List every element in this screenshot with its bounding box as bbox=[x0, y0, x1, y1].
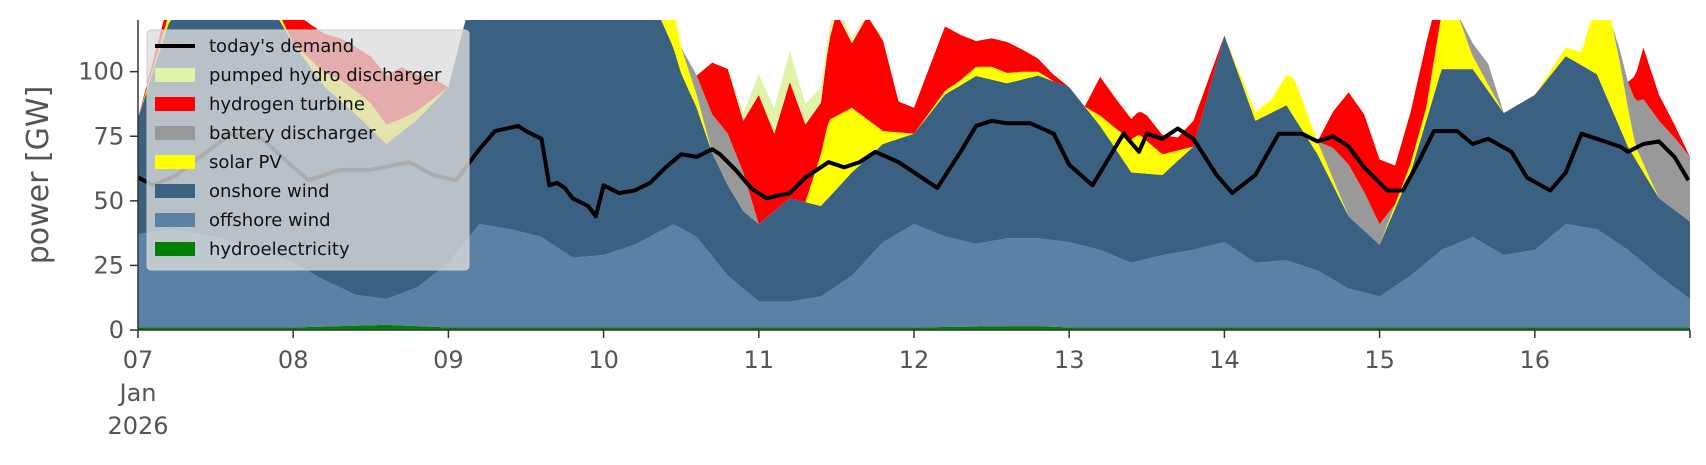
legend-swatch-hydrogen-turbine bbox=[155, 97, 195, 111]
legend-swatch-onshore-wind bbox=[155, 184, 195, 198]
legend-label-battery-discharger: battery discharger bbox=[209, 123, 376, 144]
y-tick-label: 75 bbox=[93, 122, 124, 150]
legend-label-today-s-demand: today's demand bbox=[209, 36, 354, 57]
legend-box bbox=[146, 29, 470, 271]
legend-swatch-offshore-wind bbox=[155, 213, 195, 227]
demand-line-layer bbox=[138, 118, 1690, 219]
stacked-areas bbox=[138, 20, 1690, 330]
legend-label-solar-pv: solar PV bbox=[209, 152, 282, 173]
x-tick-sublabel: Jan bbox=[118, 379, 157, 407]
x-tick-label: 07 bbox=[123, 346, 154, 374]
y-axis-label: power [GW] bbox=[21, 86, 56, 265]
x-tick-label: 13 bbox=[1054, 346, 1085, 374]
x-tick-label: 15 bbox=[1364, 346, 1395, 374]
y-tick-label: 100 bbox=[78, 58, 124, 86]
x-tick-label: 11 bbox=[744, 346, 775, 374]
legend-swatch-solar-pv bbox=[155, 155, 195, 169]
x-tick-label: 08 bbox=[278, 346, 309, 374]
x-tick-label: 10 bbox=[588, 346, 619, 374]
legend: today's demand pumped hydro discharger hyd… bbox=[146, 29, 470, 271]
axes: 0 25 50 75 100 07 Jan 2026 08 09 10 11 12 13 14 15 16 bbox=[78, 20, 1691, 440]
x-tick-label: 12 bbox=[899, 346, 930, 374]
legend-label-hydrogen-turbine: hydrogen turbine bbox=[209, 94, 365, 115]
legend-swatch-pumped-hydro-discharger bbox=[155, 68, 195, 82]
legend-label-pumped-hydro-discharger: pumped hydro discharger bbox=[209, 65, 442, 86]
y-tick-label: 25 bbox=[93, 251, 124, 279]
y-tick-label: 50 bbox=[93, 187, 124, 215]
area-onshore-wind bbox=[138, 20, 1690, 302]
x-tick-label: 16 bbox=[1520, 346, 1551, 374]
line-today-s-demand bbox=[138, 118, 1690, 219]
x-tick-label: 14 bbox=[1209, 346, 1240, 374]
y-tick-label: 0 bbox=[109, 316, 124, 344]
legend-swatch-hydroelectricity bbox=[155, 242, 195, 256]
area-offshore-wind bbox=[138, 224, 1690, 328]
x-tick-label: 09 bbox=[433, 346, 464, 374]
legend-label-hydroelectricity: hydroelectricity bbox=[209, 239, 350, 260]
legend-label-onshore-wind: onshore wind bbox=[209, 181, 330, 202]
legend-swatch-battery-discharger bbox=[155, 126, 195, 140]
x-tick-sublabel: 2026 bbox=[107, 412, 168, 440]
area-hydrogen-turbine bbox=[138, 20, 1690, 225]
legend-label-offshore-wind: offshore wind bbox=[209, 210, 331, 231]
